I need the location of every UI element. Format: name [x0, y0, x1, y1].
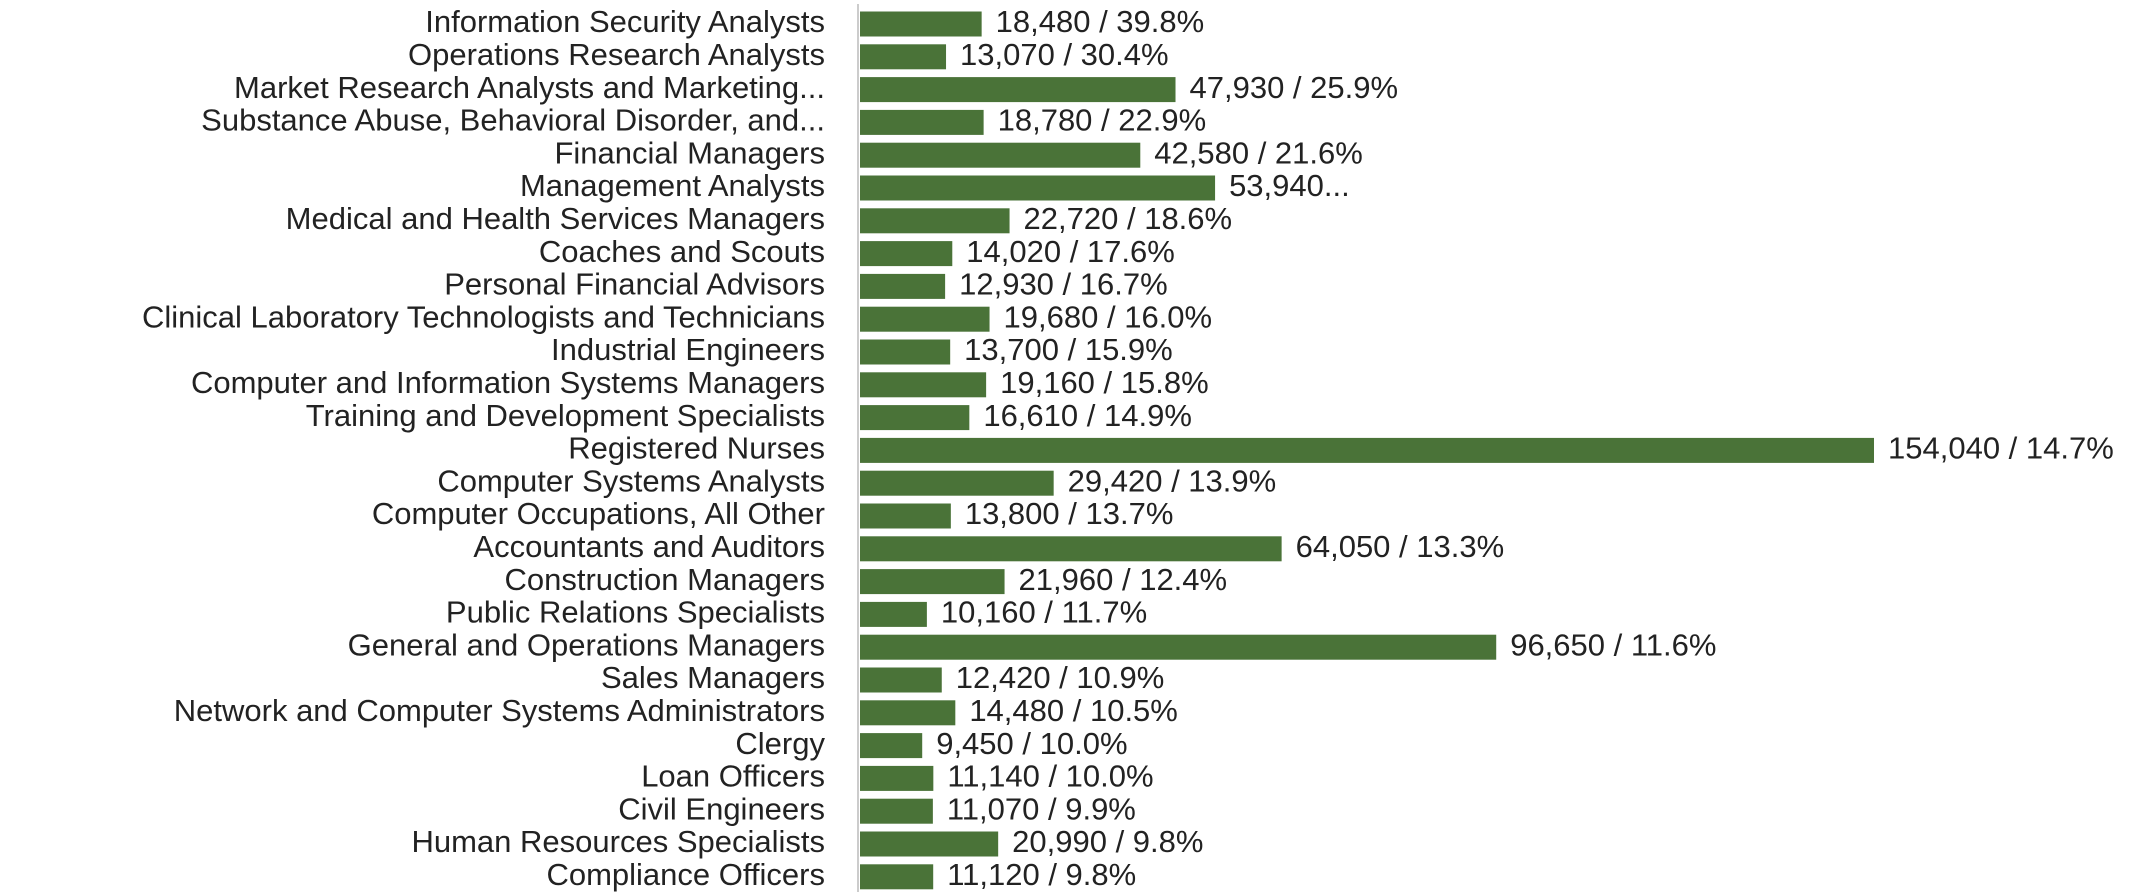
value-label: 20,990 / 9.8% [1012, 824, 1203, 859]
category-label: Financial Managers [554, 135, 825, 170]
category-label: Accountants and Auditors [473, 529, 825, 564]
value-label: 13,700 / 15.9% [964, 332, 1173, 367]
category-label: Construction Managers [505, 562, 826, 597]
category-label: Civil Engineers [618, 791, 825, 826]
bar [860, 831, 999, 857]
category-label: Management Analysts [520, 168, 825, 203]
bar [860, 175, 1216, 201]
value-label: 11,070 / 9.9% [947, 791, 1136, 826]
category-label: General and Operations Managers [348, 627, 825, 662]
value-label: 12,930 / 16.7% [959, 267, 1168, 302]
category-label: Loan Officers [641, 759, 825, 794]
bar [860, 700, 956, 726]
bar [860, 798, 933, 824]
bar [860, 339, 951, 365]
category-label: Registered Nurses [568, 431, 825, 466]
value-label: 47,930 / 25.9% [1190, 70, 1399, 105]
category-label: Clinical Laboratory Technologists and Te… [142, 299, 825, 334]
bar [860, 503, 951, 529]
category-label: Computer and Information Systems Manager… [191, 365, 825, 400]
category-label: Operations Research Analysts [408, 37, 825, 72]
category-label: Computer Occupations, All Other [372, 496, 825, 531]
category-label: Medical and Health Services Managers [286, 201, 825, 236]
category-label: Training and Development Specialists [306, 398, 825, 433]
bar [860, 77, 1176, 103]
bar [860, 733, 923, 759]
category-label: Sales Managers [601, 660, 825, 695]
value-label: 11,140 / 10.0% [947, 759, 1153, 794]
value-label: 42,580 / 21.6% [1154, 135, 1363, 170]
value-label: 12,420 / 10.9% [956, 660, 1165, 695]
value-label: 154,040 / 14.7% [1888, 431, 2114, 466]
category-label: Personal Financial Advisors [444, 267, 825, 302]
value-label: 18,780 / 22.9% [998, 103, 1207, 138]
value-label: 29,420 / 13.9% [1068, 463, 1277, 498]
category-label: Coaches and Scouts [539, 234, 825, 269]
value-label: 96,650 / 11.6% [1510, 627, 1716, 662]
bar [860, 208, 1010, 234]
category-label: Human Resources Specialists [411, 824, 825, 859]
bar [860, 536, 1282, 562]
category-label: Clergy [735, 726, 825, 761]
value-label: 19,160 / 15.8% [1000, 365, 1209, 400]
value-label: 13,070 / 30.4% [960, 37, 1169, 72]
value-label: 14,480 / 10.5% [969, 693, 1178, 728]
value-label: 53,940... [1229, 168, 1350, 203]
bar [860, 437, 1874, 463]
value-label: 14,020 / 17.6% [966, 234, 1175, 269]
value-label: 9,450 / 10.0% [936, 726, 1127, 761]
bar [860, 44, 947, 70]
value-label: 18,480 / 39.8% [996, 4, 1205, 39]
bar [860, 306, 990, 332]
value-label: 11,120 / 9.8% [947, 857, 1136, 892]
bar [860, 142, 1141, 168]
bar [860, 864, 934, 890]
value-label: 16,610 / 14.9% [983, 398, 1192, 433]
value-label: 10,160 / 11.7% [941, 595, 1147, 630]
bar [860, 634, 1497, 660]
bar [860, 569, 1005, 595]
value-label: 22,720 / 18.6% [1024, 201, 1233, 236]
bar [860, 405, 970, 431]
category-label: Network and Computer Systems Administrat… [174, 693, 825, 728]
bar [860, 667, 942, 693]
category-label: Information Security Analysts [425, 4, 825, 39]
bar [860, 11, 982, 37]
category-label: Computer Systems Analysts [437, 463, 825, 498]
category-label: Public Relations Specialists [446, 595, 825, 630]
bar [860, 765, 934, 791]
category-label: Substance Abuse, Behavioral Disorder, an… [201, 103, 825, 138]
value-label: 64,050 / 13.3% [1296, 529, 1505, 564]
bar [860, 109, 984, 135]
value-label: 13,800 / 13.7% [965, 496, 1174, 531]
category-label: Compliance Officers [546, 857, 825, 892]
value-label: 19,680 / 16.0% [1004, 299, 1213, 334]
value-label: 21,960 / 12.4% [1019, 562, 1228, 597]
category-label: Industrial Engineers [551, 332, 825, 367]
category-label: Market Research Analysts and Marketing..… [234, 70, 825, 105]
bar [860, 601, 927, 627]
bar [860, 273, 946, 299]
bar [860, 470, 1054, 496]
bar [860, 372, 987, 398]
bar [860, 241, 953, 267]
